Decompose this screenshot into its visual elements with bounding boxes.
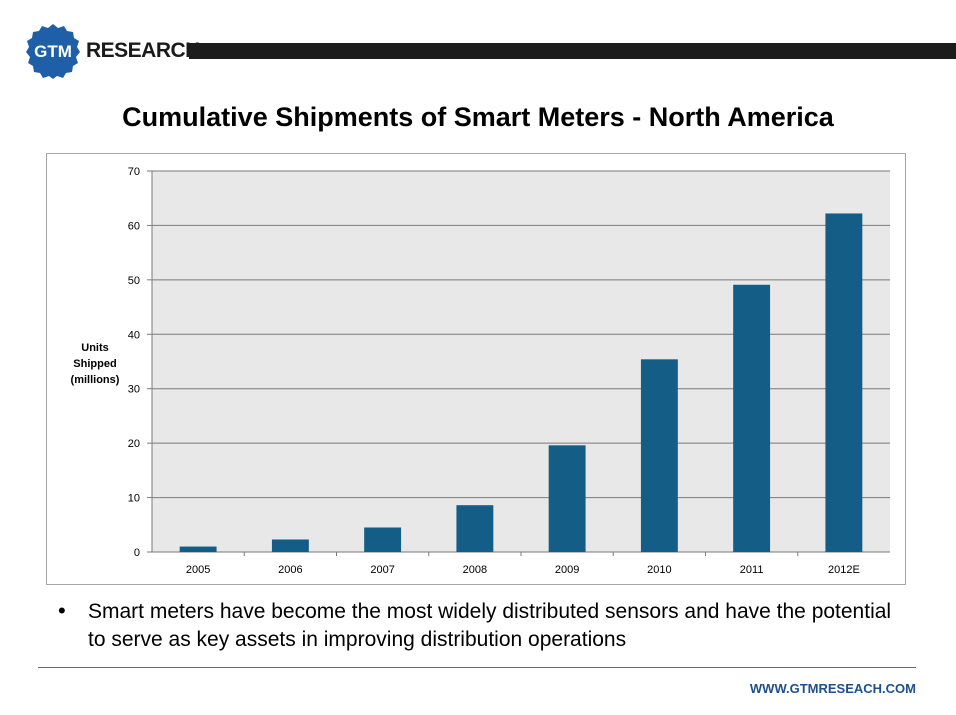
bar bbox=[456, 505, 494, 552]
bar bbox=[825, 213, 863, 552]
bar bbox=[364, 527, 402, 552]
y-tick-label: 30 bbox=[128, 384, 140, 396]
y-tick-label: 40 bbox=[128, 329, 140, 341]
x-tick-label: 2012E bbox=[828, 564, 860, 576]
gtm-logo-badge: GTM bbox=[26, 24, 80, 79]
header-bar bbox=[189, 43, 956, 59]
bar bbox=[733, 284, 771, 552]
y-tick-label: 0 bbox=[134, 547, 140, 559]
x-tick-label: 2006 bbox=[278, 564, 302, 576]
logo-badge-text: GTM bbox=[34, 42, 72, 61]
bar bbox=[548, 445, 586, 552]
x-tick-label: 2009 bbox=[555, 564, 579, 576]
x-tick-label: 2010 bbox=[647, 564, 671, 576]
bar bbox=[271, 539, 309, 552]
y-tick-label: 50 bbox=[128, 275, 140, 287]
bullet-symbol: • bbox=[58, 598, 66, 623]
y-tick-label: 60 bbox=[128, 220, 140, 232]
y-tick-label: 20 bbox=[128, 438, 140, 450]
logo-wordmark: RESEARCH bbox=[86, 39, 200, 62]
y-axis-label: Units Shipped (millions) bbox=[70, 342, 120, 386]
footer-url[interactable]: WWW.GTMRESEACH.COM bbox=[749, 681, 916, 696]
bar bbox=[640, 359, 678, 552]
plot-area bbox=[152, 171, 890, 552]
bullet-text: Smart meters have become the most widely… bbox=[88, 600, 892, 651]
x-tick-label: 2011 bbox=[740, 564, 764, 576]
footer-divider bbox=[38, 667, 916, 668]
x-tick-label: 2008 bbox=[463, 564, 487, 576]
page-title: Cumulative Shipments of Smart Meters - N… bbox=[122, 102, 834, 132]
logo-seal-shape bbox=[26, 24, 80, 79]
x-tick-label: 2007 bbox=[370, 564, 394, 576]
bar bbox=[179, 546, 217, 552]
y-tick-label: 10 bbox=[128, 493, 140, 505]
x-tick-label: 2005 bbox=[186, 564, 210, 576]
y-tick-label: 70 bbox=[128, 166, 140, 178]
